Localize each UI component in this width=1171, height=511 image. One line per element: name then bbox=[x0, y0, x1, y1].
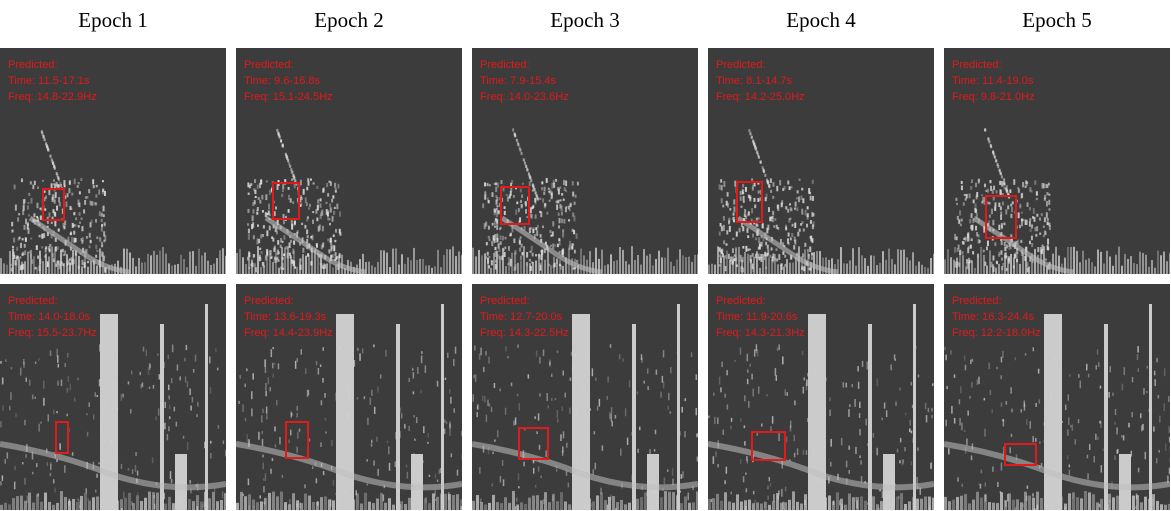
predicted-label: Predicted: bbox=[952, 59, 1002, 71]
prediction-box bbox=[1004, 443, 1037, 466]
prediction-box bbox=[285, 421, 309, 459]
spectrogram-panel: Predicted: Time: 11.4-19.0s Freq: 9.8-21.0… bbox=[944, 48, 1170, 274]
prediction-box bbox=[42, 188, 65, 221]
prediction-box bbox=[736, 181, 763, 223]
prediction-box bbox=[55, 421, 69, 454]
time-range: Time: 13.6-19.3s bbox=[244, 311, 327, 323]
time-range: Time: 11.9-20.6s bbox=[716, 311, 798, 323]
freq-range: Freq: 14.8-22.9Hz bbox=[8, 91, 97, 103]
spectrogram-image bbox=[944, 304, 1170, 510]
spectrogram-panel: Predicted: Time: 11.5-17.1s Freq: 14.8-22.… bbox=[0, 48, 226, 274]
prediction-annotation: Predicted: Time: 16.3-24.4s Freq: 12.2-18.… bbox=[952, 293, 1041, 341]
spectrogram-image bbox=[708, 304, 934, 510]
spectrogram-panel: Predicted: Time: 12.7-20.0s Freq: 14.3-22.… bbox=[472, 284, 698, 510]
time-range: Time: 11.5-17.1s bbox=[8, 75, 90, 87]
freq-range: Freq: 12.2-18.0Hz bbox=[952, 327, 1041, 339]
spectrogram-image bbox=[708, 129, 934, 274]
prediction-box bbox=[518, 427, 549, 460]
spectrogram-image bbox=[472, 128, 698, 274]
time-range: Time: 16.3-24.4s bbox=[952, 311, 1035, 323]
spectrogram-image bbox=[236, 304, 462, 510]
epoch-title: Epoch 3 bbox=[550, 8, 620, 32]
predicted-label: Predicted: bbox=[716, 59, 766, 71]
prediction-box bbox=[985, 195, 1017, 239]
time-range: Time: 7.9-15.4s bbox=[480, 75, 557, 87]
freq-range: Freq: 14.0-23.6Hz bbox=[480, 91, 569, 103]
spectrogram-panel: Predicted: Time: 11.9-20.6s Freq: 14.3-21.… bbox=[708, 284, 934, 510]
freq-range: Freq: 14.3-22.5Hz bbox=[480, 327, 569, 339]
predicted-label: Predicted: bbox=[8, 59, 58, 71]
predicted-label: Predicted: bbox=[8, 295, 58, 307]
predicted-label: Predicted: bbox=[716, 295, 766, 307]
spectrogram-panel: Predicted: Time: 16.3-24.4s Freq: 12.2-18.… bbox=[944, 284, 1170, 510]
spectrogram-image bbox=[0, 130, 226, 274]
spectrogram-panel: Predicted: Time: 8.1-14.7s Freq: 14.2-25.0… bbox=[708, 48, 934, 274]
spectrogram-image bbox=[236, 128, 462, 274]
time-range: Time: 14.0-18.0s bbox=[8, 311, 91, 323]
spectrogram-panel: Predicted: Time: 7.9-15.4s Freq: 14.0-23.6… bbox=[472, 48, 698, 274]
freq-range: Freq: 14.4-23.9Hz bbox=[244, 327, 333, 339]
prediction-annotation: Predicted: Time: 7.9-15.4s Freq: 14.0-23.6… bbox=[480, 57, 569, 105]
prediction-annotation: Predicted: Time: 8.1-14.7s Freq: 14.2-25.0… bbox=[716, 57, 805, 105]
prediction-box bbox=[272, 182, 300, 220]
time-range: Time: 8.1-14.7s bbox=[716, 75, 793, 87]
prediction-annotation: Predicted: Time: 11.9-20.6s Freq: 14.3-21.… bbox=[716, 293, 805, 341]
spectrogram-panel: Predicted: Time: 9.6-16.8s Freq: 15.1-24.5… bbox=[236, 48, 462, 274]
prediction-annotation: Predicted: Time: 11.4-19.0s Freq: 9.8-21.0… bbox=[952, 57, 1035, 105]
prediction-annotation: Predicted: Time: 14.0-18.0s Freq: 15.5-23.… bbox=[8, 293, 97, 341]
spectrogram-panel: Predicted: Time: 14.0-18.0s Freq: 15.5-23.… bbox=[0, 284, 226, 510]
epoch-title: Epoch 1 bbox=[78, 8, 148, 32]
spectrogram-image bbox=[944, 128, 1170, 274]
freq-range: Freq: 14.3-21.3Hz bbox=[716, 327, 805, 339]
prediction-annotation: Predicted: Time: 13.6-19.3s Freq: 14.4-23.… bbox=[244, 293, 333, 341]
prediction-box bbox=[500, 186, 530, 225]
time-range: Time: 9.6-16.8s bbox=[244, 75, 321, 87]
predicted-label: Predicted: bbox=[480, 59, 530, 71]
time-range: Time: 12.7-20.0s bbox=[480, 311, 563, 323]
prediction-annotation: Predicted: Time: 11.5-17.1s Freq: 14.8-22.… bbox=[8, 57, 97, 105]
freq-range: Freq: 15.5-23.7Hz bbox=[8, 327, 97, 339]
spectrogram-image bbox=[472, 304, 698, 510]
epoch-title: Epoch 5 bbox=[1022, 8, 1092, 32]
spectrogram-panel: Predicted: Time: 13.6-19.3s Freq: 14.4-23.… bbox=[236, 284, 462, 510]
predicted-label: Predicted: bbox=[952, 295, 1002, 307]
spectrogram-image bbox=[0, 304, 226, 510]
prediction-box bbox=[751, 431, 786, 461]
freq-range: Freq: 15.1-24.5Hz bbox=[244, 91, 333, 103]
time-range: Time: 11.4-19.0s bbox=[952, 75, 1034, 87]
predicted-label: Predicted: bbox=[244, 295, 294, 307]
freq-range: Freq: 9.8-21.0Hz bbox=[952, 91, 1035, 103]
prediction-annotation: Predicted: Time: 12.7-20.0s Freq: 14.3-22.… bbox=[480, 293, 569, 341]
epoch-title: Epoch 2 bbox=[314, 8, 384, 32]
predicted-label: Predicted: bbox=[244, 59, 294, 71]
freq-range: Freq: 14.2-25.0Hz bbox=[716, 91, 805, 103]
prediction-annotation: Predicted: Time: 9.6-16.8s Freq: 15.1-24.5… bbox=[244, 57, 333, 105]
epoch-title: Epoch 4 bbox=[786, 8, 856, 32]
predicted-label: Predicted: bbox=[480, 295, 530, 307]
